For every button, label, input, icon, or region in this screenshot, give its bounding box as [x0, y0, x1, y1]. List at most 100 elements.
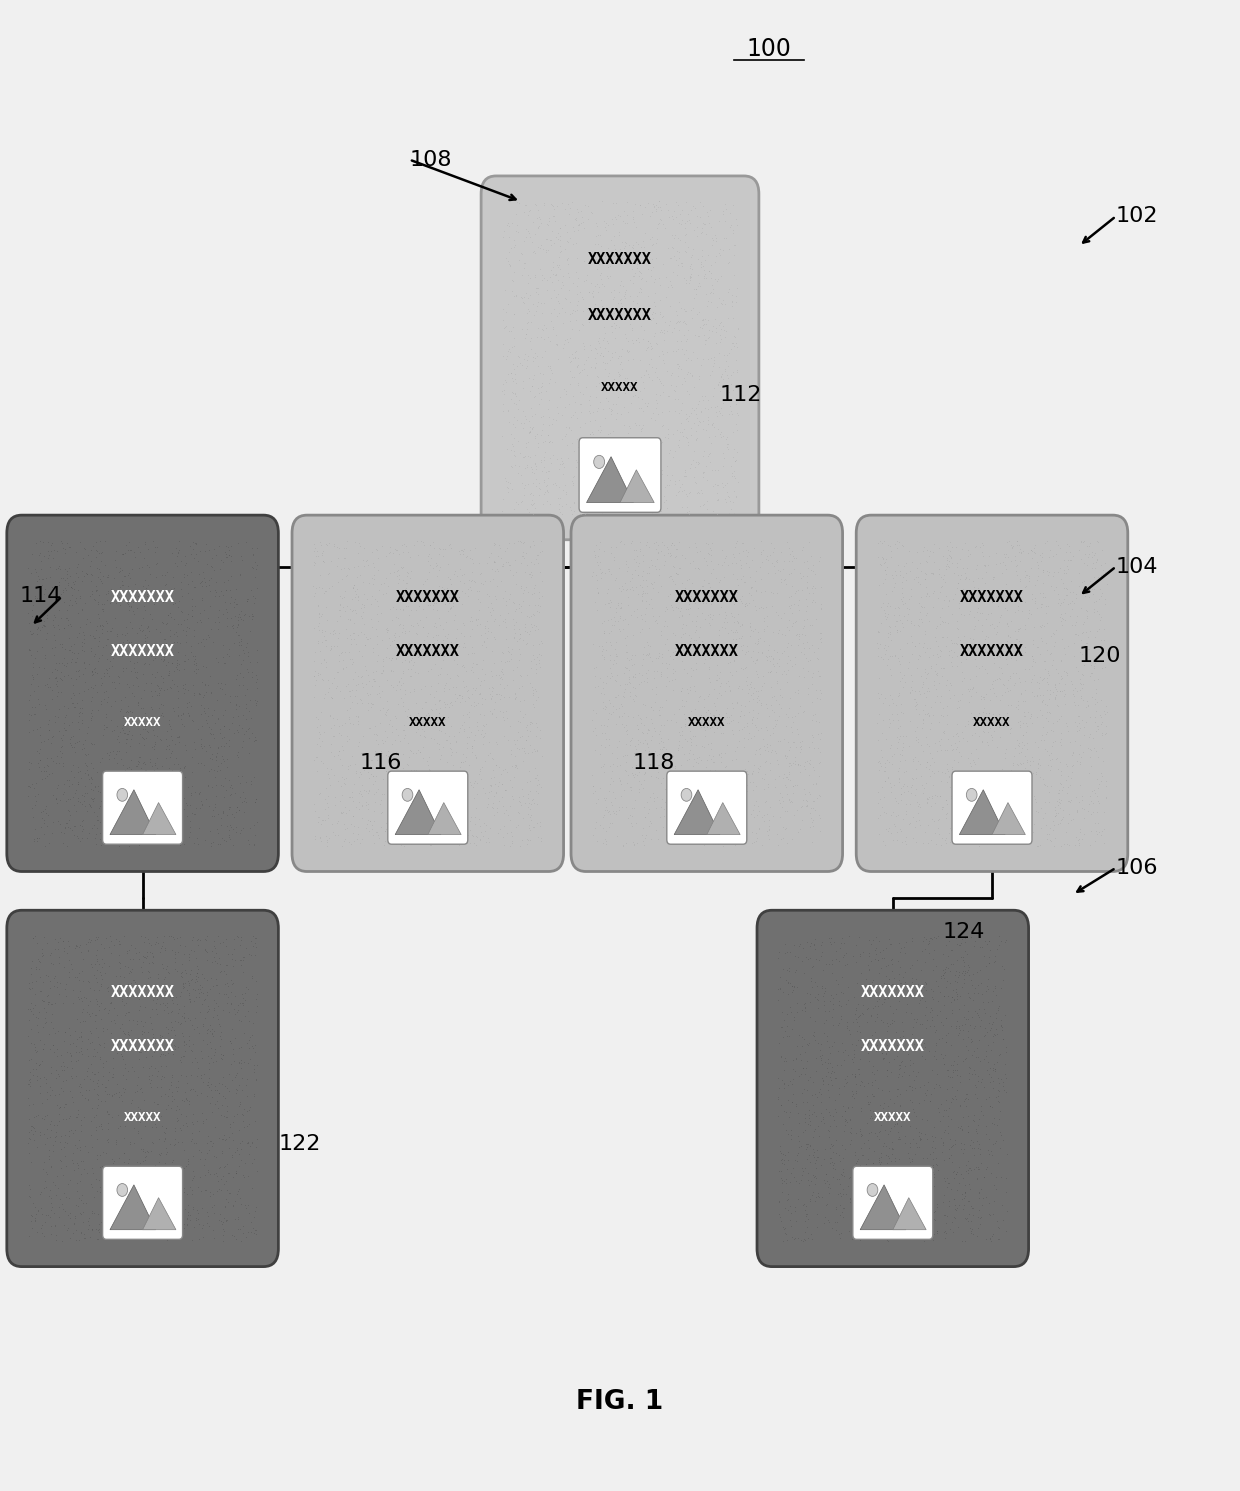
Point [211, 1167, 231, 1191]
Point [347, 577, 367, 601]
Point [797, 795, 817, 819]
Point [936, 584, 956, 608]
Point [356, 780, 376, 804]
Point [587, 297, 606, 321]
Point [796, 1056, 816, 1079]
Point [113, 644, 133, 668]
Point [1078, 637, 1097, 661]
Point [627, 233, 647, 256]
Point [149, 681, 169, 705]
Point [317, 534, 337, 558]
Point [666, 595, 686, 619]
Point [724, 605, 744, 629]
Point [988, 1151, 1008, 1175]
Point [656, 192, 676, 216]
Point [355, 653, 374, 677]
Point [482, 746, 502, 769]
Point [35, 1150, 55, 1173]
Point [557, 480, 577, 504]
Point [118, 972, 138, 996]
Point [440, 804, 460, 828]
Point [207, 1088, 227, 1112]
Point [641, 465, 661, 489]
Point [708, 488, 728, 511]
Point [810, 1077, 830, 1100]
Point [779, 750, 799, 774]
Point [510, 592, 529, 616]
Point [1022, 655, 1042, 678]
Point [453, 653, 472, 677]
Point [776, 662, 796, 686]
Point [73, 662, 93, 686]
Point [358, 683, 378, 707]
Point [918, 678, 937, 702]
Point [56, 576, 76, 599]
Point [588, 674, 608, 698]
Point [890, 939, 910, 963]
Point [52, 1108, 72, 1132]
Point [856, 968, 875, 992]
Point [992, 954, 1012, 978]
Point [418, 593, 438, 617]
Point [759, 549, 779, 573]
Point [713, 425, 733, 449]
Point [157, 954, 177, 978]
Point [598, 707, 618, 731]
Point [946, 1163, 966, 1187]
Point [874, 1091, 894, 1115]
Point [227, 1159, 247, 1182]
Point [1073, 828, 1092, 851]
Point [1089, 531, 1109, 555]
Point [404, 677, 424, 701]
Point [41, 1109, 61, 1133]
Point [68, 552, 88, 576]
Point [947, 971, 967, 994]
Point [212, 1212, 232, 1236]
Point [686, 455, 706, 479]
Point [109, 981, 129, 1005]
Point [311, 541, 331, 565]
Point [584, 540, 604, 564]
Point [663, 340, 683, 364]
Point [522, 404, 542, 428]
Point [653, 796, 673, 820]
Point [352, 671, 372, 695]
Point [687, 760, 707, 784]
Point [312, 631, 332, 655]
Point [495, 757, 515, 781]
Point [973, 798, 993, 822]
Point [518, 297, 538, 321]
Point [122, 1091, 141, 1115]
Point [594, 619, 614, 643]
Point [160, 617, 180, 641]
Point [112, 689, 131, 713]
Point [957, 1114, 977, 1138]
Point [640, 786, 660, 810]
Point [621, 811, 641, 835]
Point [515, 347, 534, 371]
Point [611, 350, 631, 374]
Point [604, 605, 624, 629]
Point [994, 543, 1014, 567]
Point [954, 726, 973, 750]
Point [1040, 625, 1060, 649]
Point [149, 805, 169, 829]
Point [136, 793, 156, 817]
Point [88, 1082, 108, 1106]
Point [153, 933, 172, 957]
Point [1038, 738, 1058, 762]
Point [30, 568, 50, 592]
Point [1045, 529, 1065, 553]
Point [401, 635, 420, 659]
Point [396, 576, 415, 599]
Point [802, 1182, 822, 1206]
Point [951, 932, 971, 956]
Point [360, 716, 379, 740]
Point [707, 230, 727, 253]
Point [680, 255, 699, 279]
Point [1086, 589, 1106, 613]
Point [192, 1196, 212, 1220]
Point [666, 786, 686, 810]
Point [962, 987, 982, 1011]
Point [1022, 602, 1042, 626]
